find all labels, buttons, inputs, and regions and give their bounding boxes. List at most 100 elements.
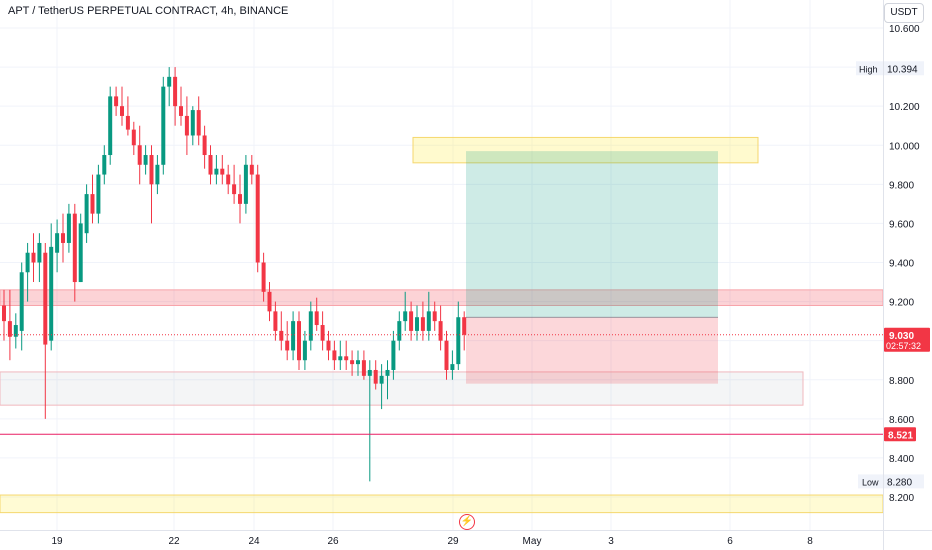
candle[interactable] xyxy=(338,340,343,370)
candle[interactable] xyxy=(279,311,284,351)
current-price-badge[interactable] xyxy=(884,327,930,352)
candle-body[interactable] xyxy=(232,184,237,195)
candle-body[interactable] xyxy=(450,364,455,370)
candle[interactable] xyxy=(61,213,65,263)
candle[interactable] xyxy=(114,86,119,116)
candle[interactable] xyxy=(226,164,231,195)
candle-body[interactable] xyxy=(397,321,402,341)
candle-body[interactable] xyxy=(196,110,201,136)
candle[interactable] xyxy=(232,164,237,204)
candle-body[interactable] xyxy=(43,252,48,345)
candle-body[interactable] xyxy=(149,155,154,185)
candle-body[interactable] xyxy=(291,321,296,351)
candle-body[interactable] xyxy=(438,321,443,341)
candle[interactable] xyxy=(243,155,248,214)
candle[interactable] xyxy=(426,291,431,341)
chart-zones[interactable] xyxy=(0,136,884,514)
candle[interactable] xyxy=(43,242,48,419)
candle[interactable] xyxy=(420,301,425,341)
candle[interactable] xyxy=(7,289,12,361)
candle[interactable] xyxy=(456,301,461,370)
candle[interactable] xyxy=(190,106,195,146)
candle-body[interactable] xyxy=(31,252,36,263)
candle-body[interactable] xyxy=(243,164,248,204)
candle[interactable] xyxy=(66,203,71,253)
candle-body[interactable] xyxy=(415,317,419,331)
candle[interactable] xyxy=(13,313,18,349)
candle-body[interactable] xyxy=(320,325,325,341)
candle-body[interactable] xyxy=(19,272,24,331)
candle-body[interactable] xyxy=(2,305,6,322)
candle[interactable] xyxy=(49,223,54,351)
candle-body[interactable] xyxy=(420,317,425,331)
candle-body[interactable] xyxy=(179,106,183,116)
candle[interactable] xyxy=(137,125,142,185)
candle-body[interactable] xyxy=(66,213,71,243)
candle[interactable] xyxy=(285,321,290,361)
candle-body[interactable] xyxy=(90,194,95,214)
lightning-icon[interactable]: ⚡ xyxy=(459,514,475,530)
candle[interactable] xyxy=(320,311,325,351)
alert-price-badge[interactable] xyxy=(884,427,916,442)
price-axis[interactable]: 10.60010.40010.20010.0009.8009.6009.4009… xyxy=(856,0,930,550)
candle[interactable] xyxy=(403,291,408,331)
candle-body[interactable] xyxy=(49,246,54,341)
candle[interactable] xyxy=(409,301,414,341)
candle-body[interactable] xyxy=(367,369,372,376)
candle[interactable] xyxy=(214,155,219,185)
support-zone[interactable] xyxy=(0,371,804,406)
candle-body[interactable] xyxy=(261,262,266,292)
candle[interactable] xyxy=(173,67,178,126)
candle-body[interactable] xyxy=(238,194,242,204)
candle-body[interactable] xyxy=(391,340,396,370)
candle[interactable] xyxy=(2,289,6,341)
candle-body[interactable] xyxy=(462,317,467,335)
candle-body[interactable] xyxy=(220,168,225,175)
candle[interactable] xyxy=(19,262,24,351)
candle[interactable] xyxy=(385,360,390,400)
candle-body[interactable] xyxy=(155,164,160,185)
candle-body[interactable] xyxy=(285,340,290,351)
candle-body[interactable] xyxy=(25,252,30,273)
candle[interactable] xyxy=(55,219,60,273)
candle-body[interactable] xyxy=(350,360,355,365)
candle-body[interactable] xyxy=(102,155,107,175)
candle-body[interactable] xyxy=(173,76,178,107)
candle[interactable] xyxy=(149,145,154,224)
candle-body[interactable] xyxy=(267,291,272,312)
candle-body[interactable] xyxy=(161,86,166,165)
candle[interactable] xyxy=(373,360,378,390)
candle-body[interactable] xyxy=(379,375,384,384)
candle-body[interactable] xyxy=(208,155,213,175)
candle-body[interactable] xyxy=(456,317,461,365)
candle-body[interactable] xyxy=(13,325,18,337)
candle[interactable] xyxy=(249,155,254,185)
candle[interactable] xyxy=(356,350,360,376)
candle-body[interactable] xyxy=(332,350,337,361)
candle[interactable] xyxy=(131,121,136,156)
candle-body[interactable] xyxy=(137,145,142,165)
position-profit-area[interactable] xyxy=(466,151,718,318)
candle-body[interactable] xyxy=(444,340,449,370)
candle-body[interactable] xyxy=(356,360,360,365)
candle[interactable] xyxy=(220,155,225,185)
candle[interactable] xyxy=(367,360,372,482)
candle[interactable] xyxy=(350,350,355,376)
candle[interactable] xyxy=(332,340,337,370)
candle-body[interactable] xyxy=(373,369,378,384)
candle[interactable] xyxy=(202,125,207,169)
candle[interactable] xyxy=(84,184,89,243)
candle[interactable] xyxy=(102,145,107,185)
candle[interactable] xyxy=(361,350,366,380)
candle[interactable] xyxy=(238,174,242,224)
candle-body[interactable] xyxy=(279,330,284,341)
candle-body[interactable] xyxy=(426,311,431,331)
candle[interactable] xyxy=(179,86,183,126)
target-zone[interactable] xyxy=(412,136,759,164)
candle[interactable] xyxy=(291,311,296,361)
candle[interactable] xyxy=(432,301,437,331)
candle-body[interactable] xyxy=(314,311,319,326)
candle-body[interactable] xyxy=(344,356,349,361)
candle-body[interactable] xyxy=(125,115,130,130)
